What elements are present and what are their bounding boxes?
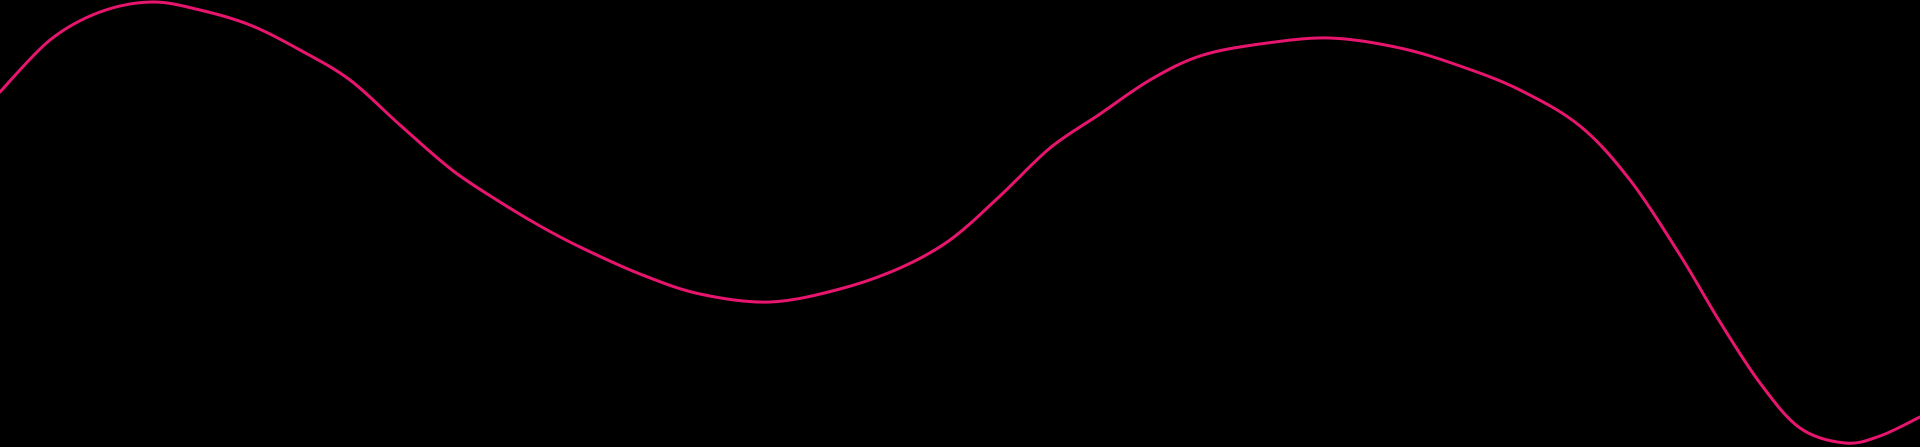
curve-canvas [0, 0, 1920, 445]
wave-curve-line [0, 0, 1920, 445]
wave-curve-svg [0, 0, 1920, 445]
